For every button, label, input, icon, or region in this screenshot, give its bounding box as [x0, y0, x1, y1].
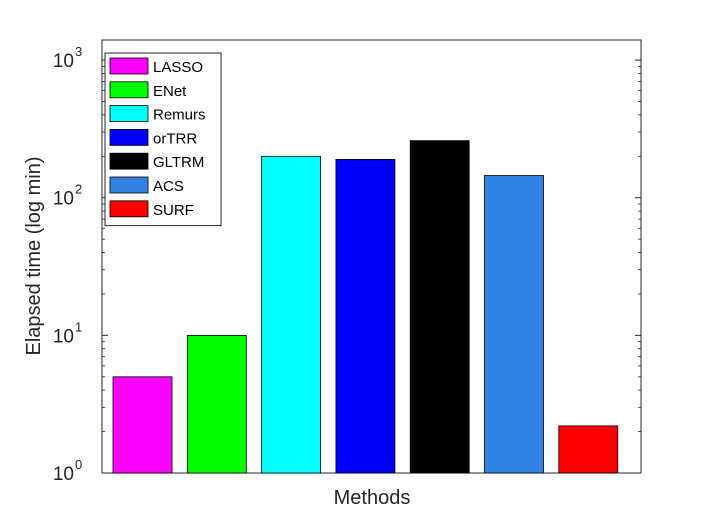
y-tick-label: 10: [53, 51, 74, 72]
y-tick-exponent: 1: [75, 319, 82, 334]
y-tick-label: 10: [53, 189, 74, 210]
bar-gltrm: [409, 140, 470, 474]
legend: LASSO ENet Remurs orTRR GLTRM ACS SURF: [104, 52, 222, 227]
legend-swatch-gltrm: [109, 152, 149, 170]
legend-swatch-lasso: [109, 57, 149, 75]
x-axis-title: Methods: [334, 487, 411, 509]
bars-group: [112, 140, 619, 474]
legend-label-surf: SURF: [153, 202, 194, 219]
legend-label-ortrr: orTRR: [153, 130, 197, 147]
y-tick-exponent: 0: [75, 457, 82, 472]
bar-enet: [186, 334, 247, 474]
legend-label-gltrm: GLTRM: [153, 154, 204, 171]
legend-swatch-remurs: [109, 105, 149, 122]
bar-lasso: [112, 376, 173, 474]
y-tick-label: 10: [53, 464, 74, 485]
legend-label-acs: ACS: [153, 178, 184, 195]
bar-surf: [558, 425, 619, 474]
minor-ticks: [102, 66, 641, 432]
y-tick-exponent: 2: [75, 182, 82, 197]
y-tick-label: 10: [53, 326, 74, 347]
legend-label-enet: ENet: [153, 83, 187, 100]
legend-swatch-acs: [109, 176, 149, 194]
bar-acs: [484, 175, 544, 474]
legend-label-lasso: LASSO: [153, 59, 203, 76]
legend-swatch-ortrr: [109, 128, 149, 146]
legend-swatch-surf: [109, 200, 149, 218]
legend-label-remurs: Remurs: [153, 107, 206, 124]
bar-ortrr: [335, 158, 396, 474]
bar-remurs: [261, 155, 322, 474]
y-tick-exponent: 3: [75, 44, 82, 59]
y-axis-title: Elapsed time (log min): [23, 157, 45, 356]
legend-swatch-enet: [109, 81, 149, 99]
